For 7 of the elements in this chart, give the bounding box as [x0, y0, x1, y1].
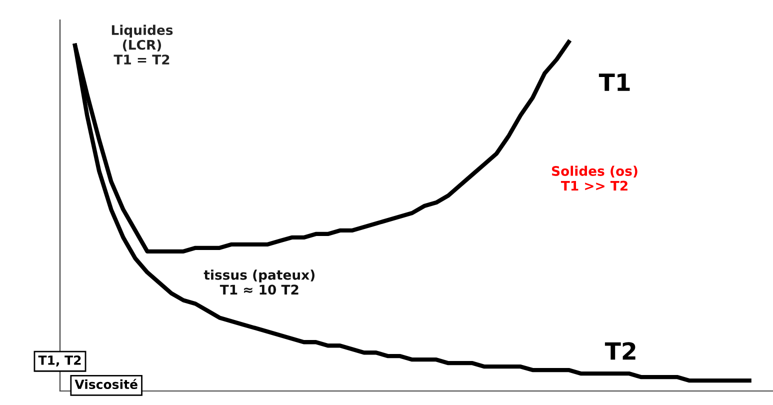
annotation: Solides (os) T1 >> T2 — [552, 166, 638, 191]
annotation: Liquides (LCR) T1 = T2 — [112, 24, 173, 64]
series-label: T1 — [598, 74, 630, 91]
series-label: T2 — [604, 342, 636, 360]
y-axis-title: T1, T2 — [38, 355, 81, 367]
annotation: tissus (pateux) T1 ≈ 10 T2 — [204, 270, 314, 295]
x-axis-title: Viscosité — [74, 378, 138, 390]
